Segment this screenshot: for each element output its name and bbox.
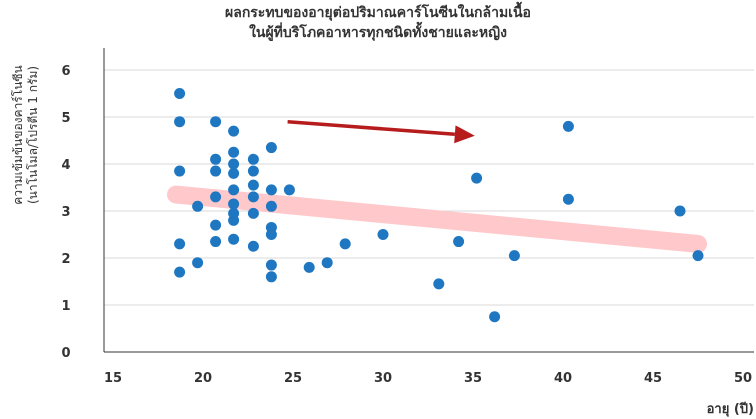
data-point xyxy=(210,116,222,128)
data-points xyxy=(174,88,704,323)
data-point xyxy=(321,257,333,269)
data-point xyxy=(471,172,483,184)
data-point xyxy=(562,193,574,205)
chart-title: ผลกระทบของอายุต่อปริมาณคาร์โนซีนในกล้ามเ… xyxy=(0,3,756,43)
data-point xyxy=(228,233,240,245)
data-point xyxy=(453,236,465,248)
x-tick-label: 25 xyxy=(284,371,302,386)
data-point xyxy=(210,236,222,248)
y-tick-label: 5 xyxy=(61,111,70,126)
x-tick-label: 35 xyxy=(464,371,482,386)
trendline xyxy=(167,185,707,253)
x-tick-label: 20 xyxy=(194,371,212,386)
data-point xyxy=(508,250,520,262)
data-point xyxy=(265,259,277,271)
x-tick-labels: 15 20 25 30 35 40 45 50 xyxy=(104,371,752,386)
y-tick-label: 1 xyxy=(61,299,70,314)
x-tick-label: 30 xyxy=(374,371,392,386)
y-tick-label: 0 xyxy=(61,346,70,361)
arrow-head xyxy=(454,125,475,144)
data-point xyxy=(283,184,295,196)
x-tick-label: 50 xyxy=(734,371,752,386)
data-point xyxy=(228,125,240,137)
data-point xyxy=(192,257,204,269)
data-point xyxy=(265,271,277,283)
data-point xyxy=(247,191,259,203)
data-point xyxy=(265,200,277,212)
data-point xyxy=(692,250,704,262)
data-point xyxy=(339,238,351,250)
data-point xyxy=(562,120,574,132)
data-point xyxy=(210,219,222,231)
arrow-shaft xyxy=(287,119,455,137)
data-point xyxy=(433,278,445,290)
data-point xyxy=(210,153,222,165)
data-point xyxy=(174,165,186,177)
data-point xyxy=(247,153,259,165)
data-point xyxy=(265,184,277,196)
data-point xyxy=(174,88,186,99)
data-point xyxy=(489,311,501,323)
trendline-group xyxy=(167,185,707,253)
data-point xyxy=(192,200,204,212)
data-point xyxy=(228,167,240,179)
y-tick-labels: 0 1 2 3 4 5 6 xyxy=(61,64,70,361)
data-point xyxy=(210,165,222,177)
data-point xyxy=(303,261,315,273)
data-point xyxy=(247,165,259,177)
data-point xyxy=(247,207,259,219)
x-tick-label: 15 xyxy=(104,371,122,386)
data-point xyxy=(247,240,259,252)
arrow-group xyxy=(287,119,475,144)
data-point xyxy=(228,214,240,226)
data-point xyxy=(228,184,240,196)
chart-title-line-1: ผลกระทบของอายุต่อปริมาณคาร์โนซีนในกล้ามเ… xyxy=(225,5,531,21)
x-axis-label: อายุ (ปี) xyxy=(706,402,754,417)
data-point xyxy=(265,142,277,154)
y-tick-label: 4 xyxy=(61,158,70,173)
grid-lines xyxy=(104,69,754,306)
data-point xyxy=(377,229,389,240)
data-point xyxy=(228,198,240,210)
data-point xyxy=(210,191,222,203)
x-tick-label: 40 xyxy=(554,371,572,386)
x-tick-label: 45 xyxy=(644,371,662,386)
y-tick-label: 6 xyxy=(61,64,70,79)
data-point xyxy=(174,116,186,128)
y-tick-label: 3 xyxy=(61,205,70,220)
axes xyxy=(103,48,754,353)
data-point xyxy=(674,205,686,217)
data-point xyxy=(174,238,186,250)
data-point xyxy=(174,266,186,278)
data-point xyxy=(228,158,240,170)
data-point xyxy=(228,146,240,158)
data-point xyxy=(247,179,259,191)
chart-title-line-2: ในผู้ที่บริโภคอาหารทุกชนิดทั้งชายและหญิง xyxy=(249,25,507,41)
y-tick-label: 2 xyxy=(61,252,70,267)
data-point xyxy=(265,229,277,240)
